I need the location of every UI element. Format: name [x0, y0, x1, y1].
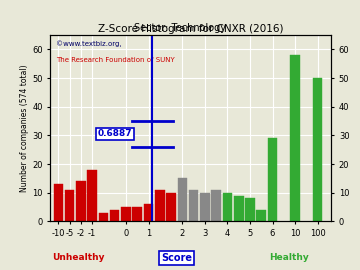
Title: Z-Score Histogram for CNXR (2016): Z-Score Histogram for CNXR (2016)	[98, 24, 284, 34]
Bar	[110, 210, 120, 221]
Bar	[189, 190, 198, 221]
Bar	[144, 204, 153, 221]
Bar	[222, 193, 232, 221]
Text: Unhealthy: Unhealthy	[52, 253, 105, 262]
Y-axis label: Number of companies (574 total): Number of companies (574 total)	[21, 65, 30, 192]
Bar	[234, 195, 243, 221]
Bar	[177, 178, 187, 221]
Bar	[211, 190, 221, 221]
Text: Healthy: Healthy	[269, 253, 309, 262]
Bar	[132, 207, 142, 221]
Bar	[200, 193, 210, 221]
Bar	[268, 138, 277, 221]
Text: Score: Score	[161, 253, 192, 263]
Bar	[121, 207, 131, 221]
Text: The Research Foundation of SUNY: The Research Foundation of SUNY	[56, 58, 175, 63]
Bar	[87, 170, 97, 221]
Text: ©www.textbiz.org,: ©www.textbiz.org,	[56, 41, 122, 47]
Text: 0.6887: 0.6887	[98, 130, 132, 139]
Bar	[245, 198, 255, 221]
Bar	[54, 184, 63, 221]
Bar	[256, 210, 266, 221]
Bar	[166, 193, 176, 221]
Bar	[76, 181, 86, 221]
Text: Sector: Technology: Sector: Technology	[134, 23, 226, 33]
Bar	[65, 190, 75, 221]
Bar	[99, 213, 108, 221]
Bar	[313, 78, 323, 221]
Bar	[290, 55, 300, 221]
Bar	[155, 190, 165, 221]
